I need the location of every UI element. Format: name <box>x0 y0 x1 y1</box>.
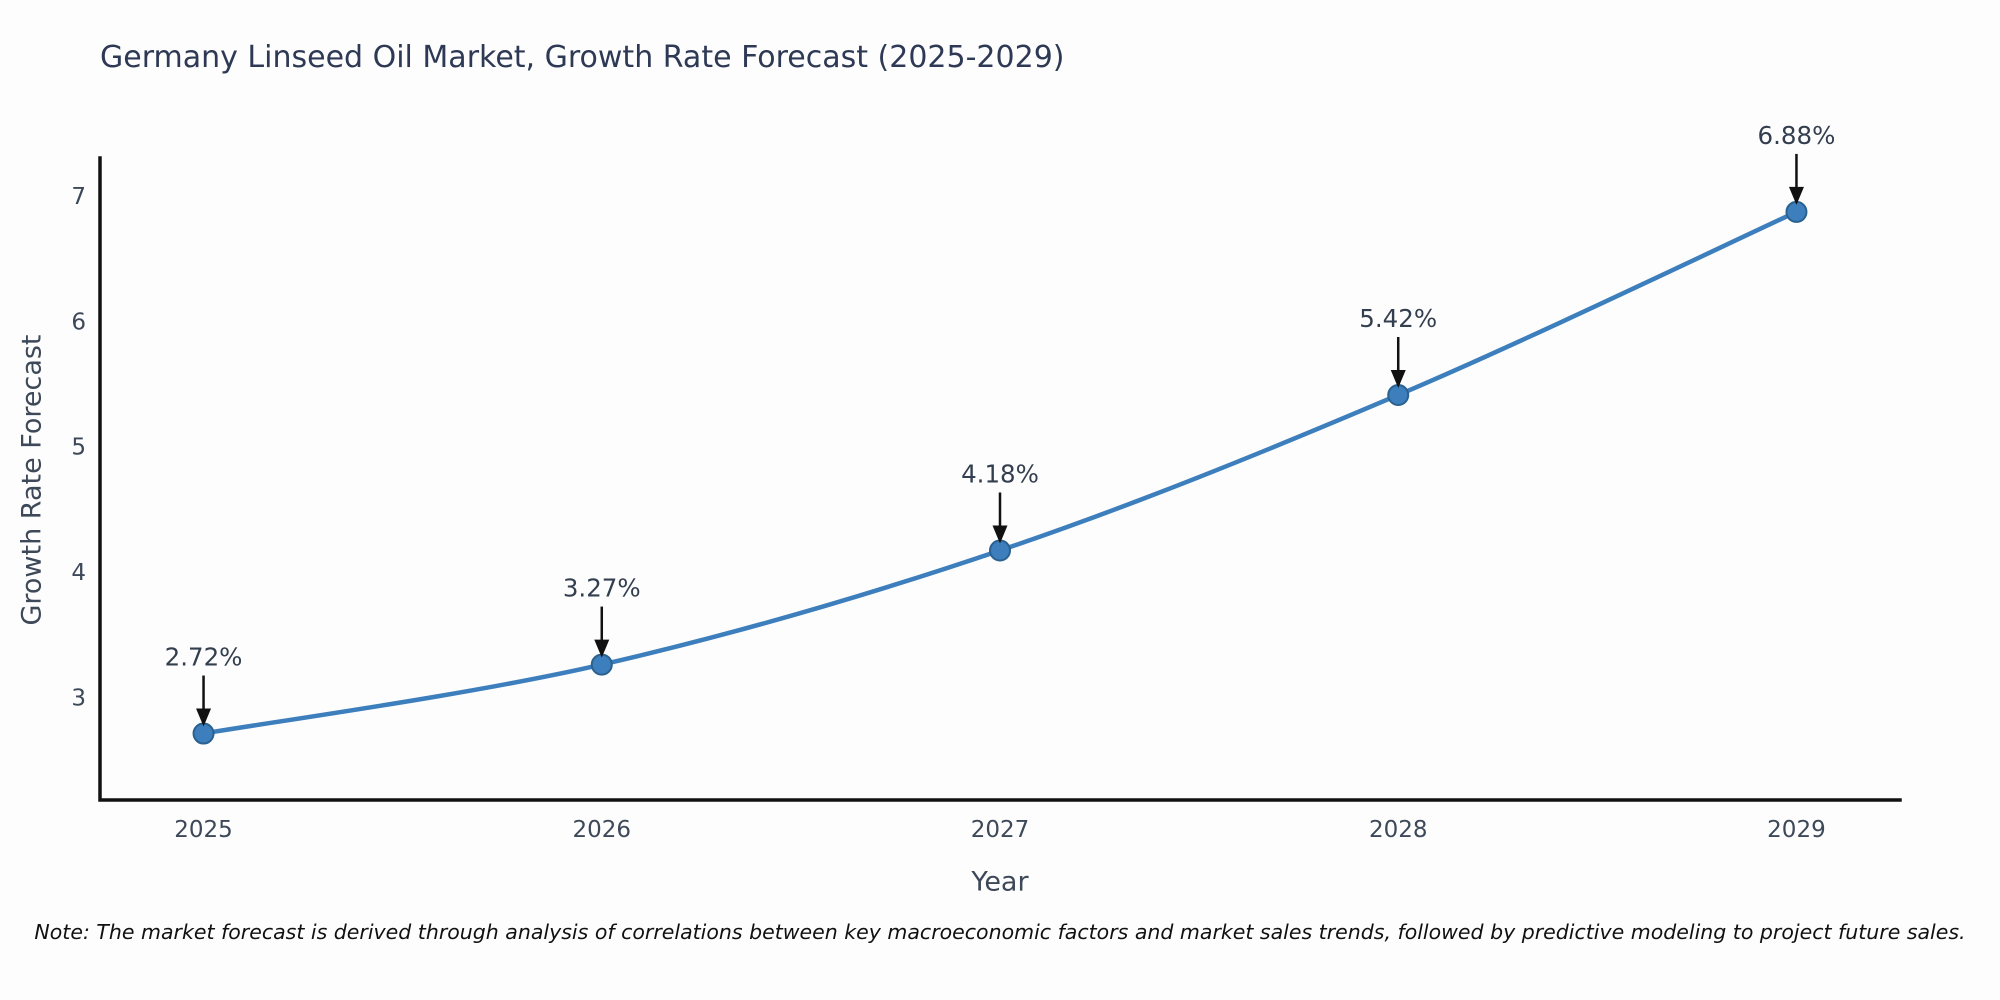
annotation-label: 4.18% <box>961 459 1039 488</box>
annotation-arrowhead <box>196 708 212 727</box>
x-axis-title: Year <box>971 866 1029 898</box>
y-tick-label: 7 <box>71 184 86 210</box>
annotation-label: 3.27% <box>563 574 641 603</box>
annotation-arrowhead <box>594 639 610 658</box>
annotation-arrowhead <box>1390 369 1406 388</box>
y-tick-label: 5 <box>71 435 86 461</box>
y-tick-label: 3 <box>71 685 86 711</box>
x-tick-label: 2026 <box>572 817 631 843</box>
annotation-label: 5.42% <box>1359 304 1437 333</box>
y-axis-title: Growth Rate Forecast <box>16 334 48 626</box>
x-tick-label: 2025 <box>174 817 233 843</box>
annotation-label: 6.88% <box>1758 121 1836 150</box>
y-tick-label: 6 <box>71 309 86 335</box>
y-tick-label: 4 <box>71 560 86 586</box>
x-tick-label: 2029 <box>1767 817 1826 843</box>
chart-title: Germany Linseed Oil Market, Growth Rate … <box>100 40 1065 75</box>
x-tick-label: 2027 <box>971 817 1030 843</box>
annotation-label: 2.72% <box>165 643 243 672</box>
annotation-arrowhead <box>992 525 1008 544</box>
annotation-arrowhead <box>1788 186 1804 205</box>
footnote: Note: The market forecast is derived thr… <box>34 920 1966 944</box>
axis-spines <box>98 156 1902 802</box>
x-tick-label: 2028 <box>1369 817 1428 843</box>
